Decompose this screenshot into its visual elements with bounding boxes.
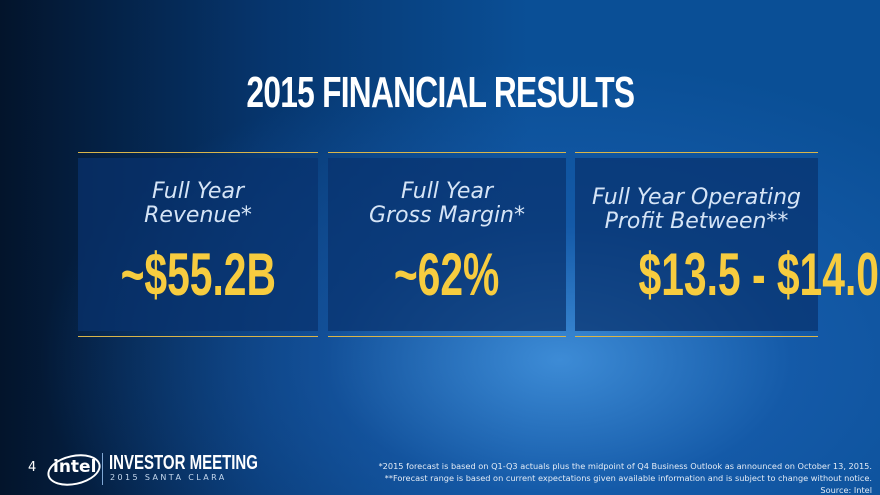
metric-label: Full Year Operating bbox=[592, 185, 801, 210]
footnote: *2015 forecast is based on Q1-Q3 actuals… bbox=[378, 461, 872, 471]
footnote: Source: Intel bbox=[820, 485, 872, 495]
gold-rule bbox=[328, 336, 566, 337]
metric-value: $13.5 - $14.0B bbox=[575, 240, 880, 309]
metric-value-text: $13.5 - $14.0B bbox=[638, 241, 880, 308]
metric-card: Full Year Operating Profit Between** $13.5… bbox=[575, 158, 880, 331]
gold-rule bbox=[575, 152, 818, 153]
metric-value-text: ~62% bbox=[394, 241, 500, 308]
metric-label: Profit Between** bbox=[604, 209, 789, 234]
metric-value: ~$55.2B bbox=[78, 240, 318, 309]
metric-label: Gross Margin* bbox=[369, 203, 525, 228]
metric-label: Full Year bbox=[400, 179, 493, 204]
metric-value: ~62% bbox=[328, 240, 566, 309]
metric-card: Full Year Gross Margin* ~62% bbox=[328, 158, 566, 331]
gold-rule bbox=[78, 336, 318, 337]
divider bbox=[102, 453, 103, 485]
footnote: **Forecast range is based on current exp… bbox=[384, 473, 872, 483]
metric-label: Revenue* bbox=[144, 203, 252, 228]
gold-rule bbox=[328, 152, 566, 153]
title: 2015 FINANCIAL RESULTS bbox=[0, 68, 880, 118]
metric-label: Full Year bbox=[151, 179, 244, 204]
logo: intel bbox=[53, 457, 97, 477]
metric-card: Full Year Revenue* ~$55.2B bbox=[78, 158, 318, 331]
title-text: 2015 FINANCIAL RESULTS bbox=[246, 68, 635, 117]
page-number: 4 bbox=[28, 460, 37, 475]
event-name: INVESTOR MEETING bbox=[109, 452, 258, 474]
gold-rule bbox=[575, 336, 818, 337]
event-subtitle: 2015 SANTA CLARA bbox=[110, 473, 227, 482]
metric-value-text: ~$55.2B bbox=[120, 241, 276, 308]
gold-rule bbox=[78, 152, 318, 153]
